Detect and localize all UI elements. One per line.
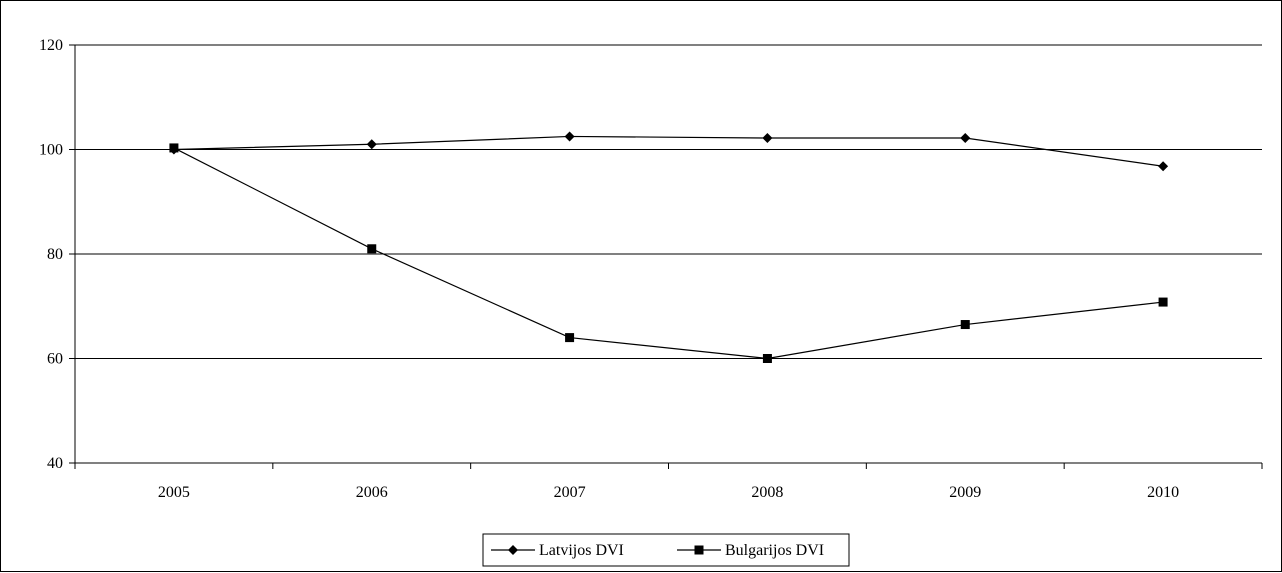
legend-marker-2 bbox=[694, 545, 704, 555]
series-2-point-2005 bbox=[169, 143, 179, 153]
x-tick-label-2007: 2007 bbox=[554, 484, 586, 501]
axes bbox=[69, 44, 1263, 469]
series-1-point-2010 bbox=[1158, 161, 1169, 172]
series-1-point-2007 bbox=[564, 131, 575, 142]
y-tick-label-100: 100 bbox=[39, 142, 63, 159]
series-1-point-2006 bbox=[366, 139, 377, 150]
y-tick-label-80: 80 bbox=[47, 246, 63, 263]
legend-box bbox=[482, 533, 850, 567]
series-2-point-2010 bbox=[1158, 297, 1168, 307]
legend: Latvijos DVI Bulgarijos DVI bbox=[482, 533, 850, 567]
legend-label-2: Bulgarijos DVI bbox=[725, 542, 824, 559]
data-markers bbox=[168, 131, 1169, 363]
y-tick-label-40: 40 bbox=[47, 455, 63, 472]
series-2-point-2008 bbox=[762, 354, 772, 363]
legend-marker-1 bbox=[508, 545, 518, 555]
tick-labels: 40 60 80 100 120 2005 2006 2007 2008 2009 2010 bbox=[39, 37, 1179, 501]
x-tick-label-2010: 2010 bbox=[1147, 484, 1179, 501]
gridlines bbox=[75, 44, 1262, 359]
series-2-point-2009 bbox=[960, 320, 970, 330]
x-tick-label-2006: 2006 bbox=[356, 484, 388, 501]
x-tick-label-2008: 2008 bbox=[751, 484, 783, 501]
series-lines bbox=[173, 135, 1164, 360]
series-2-point-2006 bbox=[367, 244, 377, 254]
x-tick-label-2005: 2005 bbox=[158, 484, 190, 501]
y-tick-label-60: 60 bbox=[47, 351, 63, 368]
series-1-point-2008 bbox=[762, 133, 773, 144]
y-tick-label-120: 120 bbox=[39, 37, 63, 54]
x-tick-label-2009: 2009 bbox=[949, 484, 981, 501]
legend-label-1: Latvijos DVI bbox=[539, 542, 624, 559]
series-1-point-2009 bbox=[960, 133, 971, 144]
series-line-1 bbox=[173, 135, 1164, 167]
series-2-point-2007 bbox=[565, 333, 575, 343]
series-line-2 bbox=[173, 147, 1164, 360]
